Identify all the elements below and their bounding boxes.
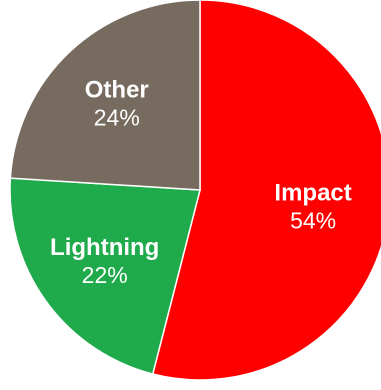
pie-slice-lightning xyxy=(9,177,201,375)
slice-percent-impact: 54% xyxy=(290,207,336,233)
pie-slices xyxy=(9,0,381,381)
slice-label-lightning: Lightning xyxy=(50,234,159,261)
pie-slice-other xyxy=(9,0,201,191)
slice-label-other: Other xyxy=(85,76,149,103)
pie-slice-impact xyxy=(151,0,381,381)
slice-percent-lightning: 22% xyxy=(82,262,128,288)
slice-percent-other: 24% xyxy=(94,104,140,130)
slice-label-impact: Impact xyxy=(274,179,351,206)
